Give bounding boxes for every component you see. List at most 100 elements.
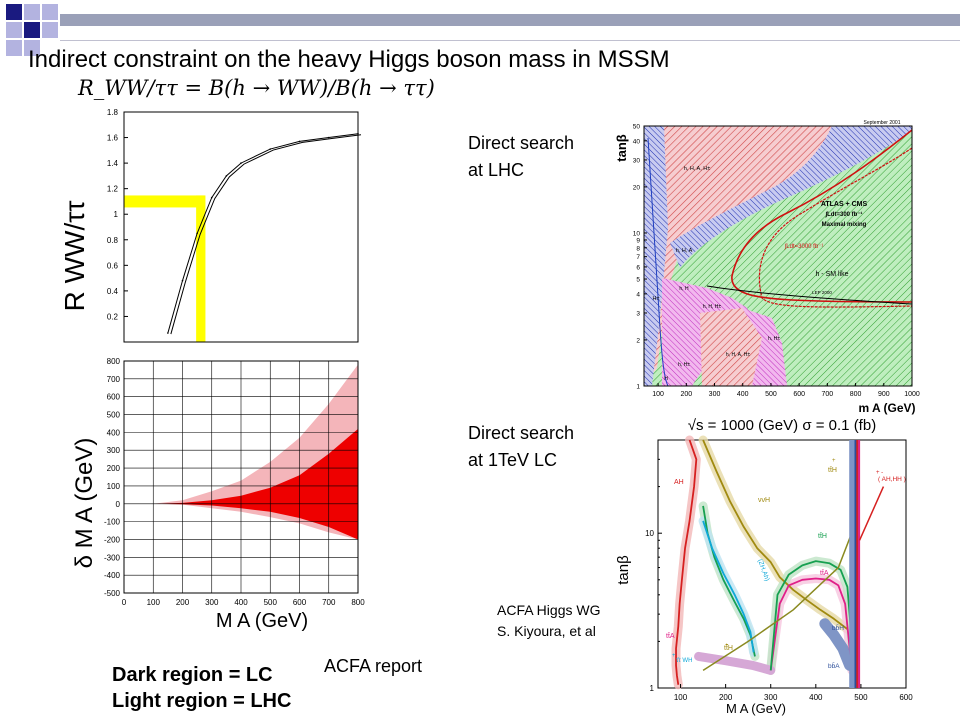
dma-xaxis-label: M A (GeV)	[216, 610, 308, 632]
lc-annotation: ( AH,HH )	[878, 476, 906, 483]
lhc-ytick-label: 8	[636, 245, 640, 252]
lhc-xtick-label: 300	[709, 391, 721, 398]
dma-ytick-label: -300	[104, 553, 121, 562]
lc-xtick-label: 600	[899, 693, 913, 702]
lc-label-line1: Direct search	[468, 423, 575, 443]
ratio-point	[240, 162, 242, 164]
ratio-ytick-label: 0.2	[107, 312, 119, 321]
ratio-curve-band-edge	[170, 134, 362, 335]
lhc-ytick-label: 9	[636, 237, 640, 244]
ratio-curve	[167, 133, 359, 334]
region-legend: Dark region = LC Light region = LHC	[112, 662, 291, 714]
lhc-region-blue-left	[644, 126, 668, 386]
dma-areas	[153, 364, 358, 540]
lc-xtick-label: 300	[764, 693, 778, 702]
lhc-xtick-label: 400	[737, 391, 749, 398]
lhc-ytick-label: 3	[636, 310, 640, 317]
ratio-yaxis-label: R WW/ττ	[62, 201, 90, 312]
lhc-label-line1: Direct search	[468, 133, 575, 153]
lhc-xtick-label: 100	[652, 391, 664, 398]
dma-xtick-label: 0	[122, 598, 127, 607]
lhc-label: Direct search at LHC	[468, 130, 574, 184]
lhc-annotation: h, H	[679, 286, 689, 292]
dma-yaxis-label: δ M A (GeV)	[71, 438, 98, 569]
lc-annotation: +	[672, 653, 676, 659]
ratio-point	[357, 132, 359, 135]
deco-square-light	[42, 4, 58, 20]
lc-annotation: tt̄A	[820, 569, 829, 577]
lc-annotation: ννH	[758, 497, 770, 504]
lhc-ytick-label: 6	[636, 264, 640, 271]
lhc-xtick-label: 900	[878, 391, 890, 398]
lc-xtick-label: 400	[809, 693, 823, 702]
dma-yticks: -500 -400 -300 -200 -100 0 100 200 300 400 500 600 7…	[104, 357, 121, 598]
lc-band-bbh	[819, 618, 856, 671]
legend-dark: Dark region = LC	[112, 664, 273, 686]
lhc-annotation: H	[664, 376, 668, 382]
lhc-region-blue-band	[670, 126, 912, 268]
ratio-ytick-label: 0.8	[107, 236, 119, 245]
lc-ytick-label: 1	[650, 684, 655, 693]
lhc-corner-note: September 2001	[864, 120, 901, 126]
lc-annotation: τ̄τ WH	[676, 658, 692, 664]
dma-ytick-label: 800	[107, 357, 121, 366]
lhc-xticks: 100 200 300 400 500 600 700 800 900 1000	[652, 383, 920, 398]
lc-vertical-lines	[849, 440, 885, 688]
ratio-formula: R_WW/ττ = B(h → WW)/B(h → ττ)	[78, 76, 435, 100]
ratio-yaxis-label-main: R WW/ττ	[62, 201, 90, 312]
dma-xtick-label: 600	[293, 598, 307, 607]
lhc-annotation: h, H±	[678, 362, 690, 368]
dma-ytick-label: 700	[107, 375, 121, 384]
ratio-point	[210, 196, 213, 199]
lhc-ytick-label: 10	[633, 230, 641, 237]
ratio-ytick-label: 0.6	[107, 261, 119, 270]
lhc-ytick-label: 30	[633, 157, 641, 164]
lhc-xtick-label: 800	[850, 391, 862, 398]
deco-square-light	[6, 40, 22, 56]
lc-annotation: tt̄A	[666, 632, 675, 640]
lhc-boundary-blue	[647, 137, 669, 387]
lhc-yaxis-label: tanβ	[614, 134, 629, 162]
ratio-ytick-label: 0.4	[107, 287, 119, 296]
dma-ytick-label: 200	[107, 464, 121, 473]
lhc-curve-300fb	[731, 129, 913, 303]
deco-square-dark	[14, 12, 22, 20]
lhc-annotation: h, H, A	[676, 248, 693, 254]
lc-label: Direct search at 1TeV LC	[468, 420, 574, 474]
ratio-highlight-vertical	[196, 195, 206, 342]
ratio-point	[196, 232, 198, 235]
dma-xtick-label: 300	[205, 598, 219, 607]
ratio-point	[167, 332, 169, 334]
lc-xtick-label: 100	[674, 693, 688, 702]
legend-light: Light region = LHC	[112, 690, 292, 712]
dma-xticks: 0 100 200 300 400 500 600 700 800	[122, 598, 365, 607]
lhc-annotation: h, H, A, H±	[726, 352, 750, 358]
dma-ytick-label: 400	[107, 428, 121, 437]
lhc-annotation: ATLAS + CMS	[821, 201, 868, 208]
lc-curve	[702, 439, 848, 630]
dma-xtick-label: 200	[176, 598, 190, 607]
deco-square-light	[24, 40, 40, 56]
lhc-ytick-label: 20	[633, 184, 641, 191]
ratio-chart: R WW/ττ 0.2 0.4 0.6 0.8 1 1.2 1.4 1.6 1.8	[62, 108, 362, 343]
lc-annotation: tt̄H	[818, 532, 827, 540]
lc-xtick-label: 500	[854, 693, 868, 702]
lhc-ytick-label: 50	[633, 124, 641, 131]
lc-frame	[657, 439, 907, 689]
lc-annotation: tt̄H	[828, 466, 837, 474]
dma-xtick-label: 500	[264, 598, 278, 607]
lhc-xtick-label: 200	[680, 391, 692, 398]
ratio-ytick-label: 1	[114, 210, 119, 219]
lc-annotation: +	[725, 643, 729, 649]
ratio-point	[327, 136, 330, 139]
dma-ytick-label: 600	[107, 393, 121, 402]
lc-chart-title: √s = 1000 (GeV) σ = 0.1 (fb)	[688, 417, 876, 434]
ratio-point	[225, 175, 228, 177]
lhc-xtick-label: 600	[793, 391, 805, 398]
title-bar-gradient	[60, 14, 960, 26]
deco-square-dark	[24, 22, 40, 38]
deco-square-light	[6, 22, 22, 38]
lhc-lep2000-line	[706, 285, 913, 305]
ratio-highlight	[124, 195, 206, 342]
